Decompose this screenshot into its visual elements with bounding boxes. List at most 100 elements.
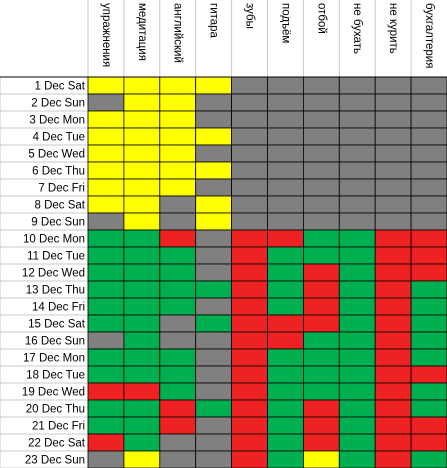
cell[interactable] [374,280,412,299]
cell[interactable] [302,348,340,367]
cell[interactable] [231,161,268,180]
cell[interactable] [159,212,197,231]
cell[interactable] [159,144,197,163]
cell[interactable] [410,212,447,231]
cell[interactable] [123,110,161,129]
cell[interactable] [410,433,447,452]
cell[interactable] [410,76,447,95]
cell[interactable] [195,382,232,401]
cell[interactable] [123,433,161,452]
cell[interactable] [302,161,340,180]
cell[interactable] [195,416,232,435]
cell[interactable] [374,297,412,316]
cell[interactable] [195,110,232,129]
cell[interactable] [87,416,125,435]
cell[interactable] [231,195,268,214]
cell[interactable] [159,263,197,282]
cell[interactable] [374,178,412,197]
cell[interactable] [159,399,197,418]
cell[interactable] [159,195,197,214]
cell[interactable] [267,178,304,197]
cell[interactable] [87,76,125,95]
cell[interactable] [87,110,125,129]
cell[interactable] [374,433,412,452]
cell[interactable] [231,348,268,367]
cell[interactable] [195,178,232,197]
cell[interactable] [302,76,340,95]
cell[interactable] [123,382,161,401]
cell[interactable] [231,110,268,129]
cell[interactable] [231,399,268,418]
cell[interactable] [123,195,161,214]
cell[interactable] [374,263,412,282]
cell[interactable] [123,297,161,316]
cell[interactable] [302,382,340,401]
cell[interactable] [410,229,447,248]
column-header[interactable]: медитация [136,3,148,61]
cell[interactable] [338,127,376,146]
cell[interactable] [123,314,161,333]
cell[interactable] [267,348,304,367]
cell[interactable] [338,399,376,418]
cell[interactable] [374,382,412,401]
cell[interactable] [338,93,376,112]
cell[interactable] [123,399,161,418]
cell[interactable] [338,348,376,367]
cell[interactable] [374,161,412,180]
cell[interactable] [374,110,412,129]
row-label[interactable]: 4 Dec Tue [33,132,85,144]
column-header[interactable]: отбой [315,3,327,34]
cell[interactable] [159,161,197,180]
cell[interactable] [231,280,268,299]
cell[interactable] [267,212,304,231]
row-label[interactable]: 14 Dec Fri [32,302,85,314]
row-label[interactable]: 19 Dec Wed [22,387,85,399]
cell[interactable] [374,144,412,163]
cell[interactable] [195,331,232,350]
cell[interactable] [231,331,268,350]
cell[interactable] [159,229,197,248]
cell[interactable] [267,93,304,112]
cell[interactable] [302,195,340,214]
cell[interactable] [374,229,412,248]
cell[interactable] [267,195,304,214]
cell[interactable] [374,348,412,367]
cell[interactable] [87,246,125,265]
row-label[interactable]: 9 Dec Sun [31,217,85,229]
cell[interactable] [159,297,197,316]
cell[interactable] [267,76,304,95]
cell[interactable] [302,178,340,197]
cell[interactable] [302,365,340,384]
cell[interactable] [302,450,340,468]
cell[interactable] [338,178,376,197]
row-label[interactable]: 8 Dec Sat [35,200,86,212]
cell[interactable] [195,195,232,214]
row-label[interactable]: 17 Dec Mon [23,353,85,365]
cell[interactable] [410,280,447,299]
column-header[interactable]: не курить [387,3,399,54]
cell[interactable] [87,331,125,350]
cell[interactable] [159,382,197,401]
cell[interactable] [123,246,161,265]
cell[interactable] [195,433,232,452]
column-header[interactable]: зубы [244,3,256,29]
cell[interactable] [195,76,232,95]
cell[interactable] [195,263,232,282]
cell[interactable] [231,93,268,112]
cell[interactable] [123,212,161,231]
cell[interactable] [338,331,376,350]
cell[interactable] [302,399,340,418]
cell[interactable] [123,93,161,112]
cell[interactable] [195,314,232,333]
cell[interactable] [195,127,232,146]
cell[interactable] [410,416,447,435]
cell[interactable] [87,127,125,146]
cell[interactable] [338,195,376,214]
cell[interactable] [410,382,447,401]
cell[interactable] [338,246,376,265]
cell[interactable] [87,229,125,248]
cell[interactable] [338,212,376,231]
row-label[interactable]: 16 Dec Sun [25,336,85,348]
cell[interactable] [123,331,161,350]
cell[interactable] [231,297,268,316]
